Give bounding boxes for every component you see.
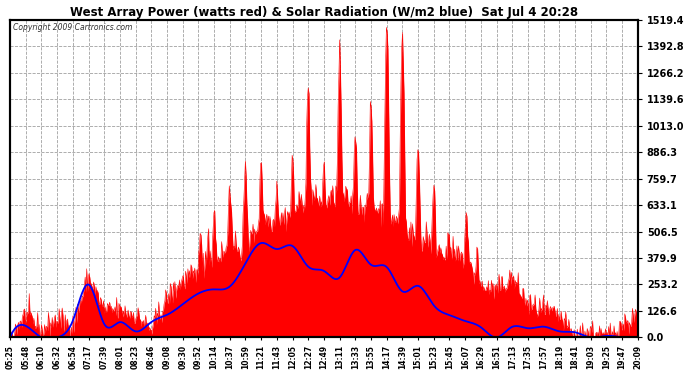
Title: West Array Power (watts red) & Solar Radiation (W/m2 blue)  Sat Jul 4 20:28: West Array Power (watts red) & Solar Rad… [70, 6, 578, 18]
Text: Copyright 2009 Cartronics.com: Copyright 2009 Cartronics.com [13, 23, 132, 32]
